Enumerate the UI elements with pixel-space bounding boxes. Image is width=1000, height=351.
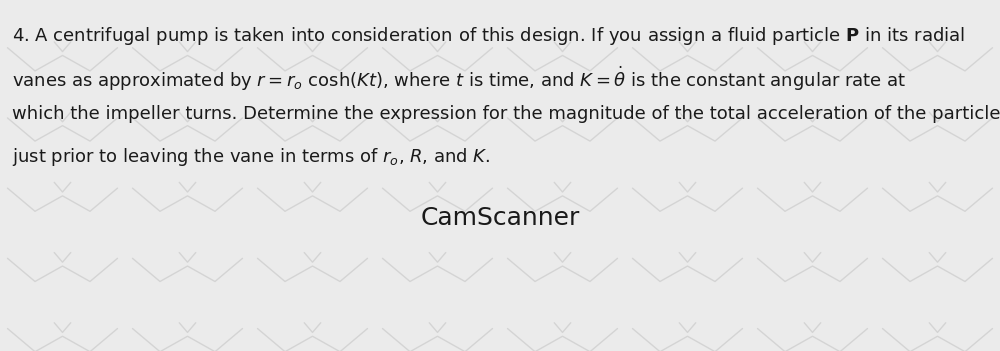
Text: which the impeller turns. Determine the expression for the magnitude of the tota: which the impeller turns. Determine the … <box>12 105 1000 123</box>
Text: vanes as approximated by $r = r_o$ cosh($Kt$), where $t$ is time, and $K = \dot{: vanes as approximated by $r = r_o$ cosh(… <box>12 65 906 93</box>
Text: CamScanner: CamScanner <box>420 206 580 230</box>
Text: 4. A centrifugal pump is taken into consideration of this design. If you assign : 4. A centrifugal pump is taken into cons… <box>12 25 965 47</box>
Text: just prior to leaving the vane in terms of $r_o$, $R$, and $K$.: just prior to leaving the vane in terms … <box>12 146 491 168</box>
